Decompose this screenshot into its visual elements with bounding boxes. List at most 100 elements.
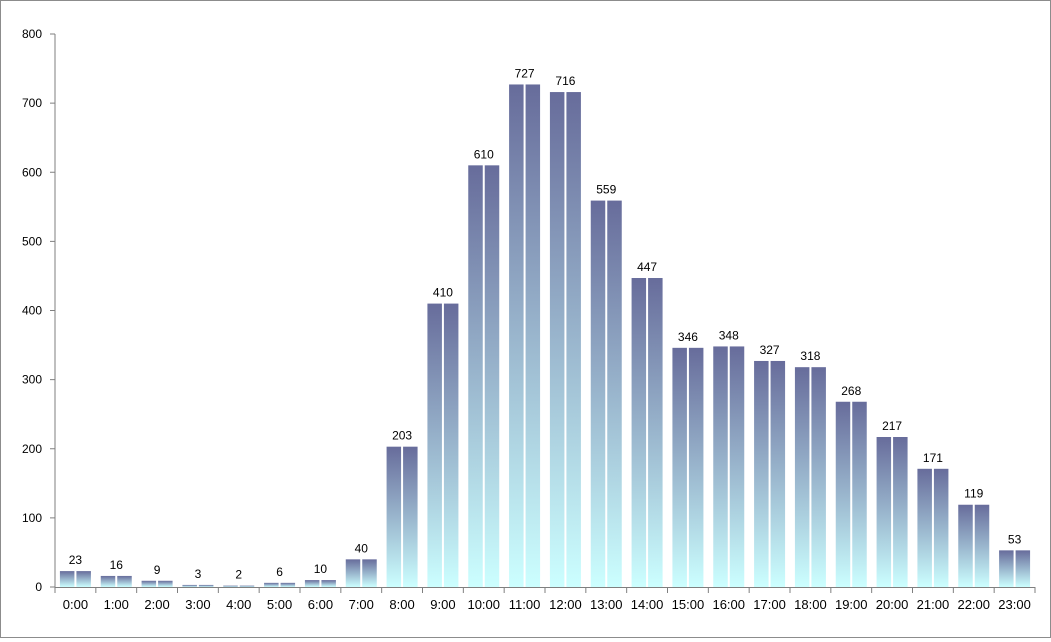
data-label-400: 2 (235, 568, 242, 582)
x-tick-label-2000: 20:00 (876, 597, 909, 612)
bar-2100-series-2 (933, 468, 949, 587)
x-tick-label-800: 8:00 (389, 597, 414, 612)
bar-1300-series-1 (590, 200, 606, 587)
x-tick-label-2100: 21:00 (917, 597, 950, 612)
bar-1500-series-1 (672, 347, 687, 587)
bar-1300-series-2 (607, 200, 622, 587)
x-tick-label-1700: 17:00 (753, 597, 786, 612)
bar-2200-series-2 (974, 504, 990, 587)
data-label-500: 6 (276, 565, 283, 579)
bar-1000-series-2 (484, 165, 500, 587)
bar-1200-series-2 (566, 92, 581, 587)
x-tick-label-1600: 16:00 (712, 597, 745, 612)
bar-2200-series-1 (958, 504, 973, 587)
bar-1000-series-1 (468, 165, 483, 587)
data-label-1200: 716 (555, 74, 575, 88)
bar-400-series-1 (223, 585, 238, 587)
bar-1800-series-2 (811, 367, 826, 587)
bar-100-series-2 (117, 575, 132, 587)
data-label-300: 3 (195, 567, 202, 581)
x-tick-label-900: 9:00 (430, 597, 455, 612)
bar-900-series-2 (443, 303, 459, 587)
x-tick-label-600: 6:00 (308, 597, 333, 612)
bar-2300-series-1 (999, 550, 1014, 587)
x-tick-label-700: 7:00 (349, 597, 374, 612)
x-tick-label-100: 1:00 (104, 597, 129, 612)
bar-400-series-2 (239, 585, 255, 587)
data-label-100: 16 (110, 558, 124, 572)
y-tick-label-600: 600 (22, 165, 42, 179)
data-label-1600: 348 (719, 328, 739, 342)
bar-1400-series-2 (648, 278, 663, 587)
x-tick-label-000: 0:00 (63, 597, 88, 612)
bar-300-series-2 (198, 584, 214, 587)
bar-1200-series-1 (549, 92, 565, 587)
bar-1600-series-1 (713, 346, 728, 587)
bar-200-series-2 (158, 580, 173, 587)
data-label-1400: 447 (637, 260, 657, 274)
bar-1700-series-1 (754, 360, 769, 587)
x-tick-label-1000: 10:00 (467, 597, 500, 612)
data-label-000: 23 (69, 553, 83, 567)
bar-200-series-1 (141, 580, 157, 587)
bar-2300-series-2 (1015, 550, 1031, 587)
data-label-700: 40 (355, 541, 369, 555)
data-label-1000: 610 (474, 147, 494, 161)
x-tick-label-1400: 14:00 (631, 597, 664, 612)
x-tick-label-1900: 19:00 (835, 597, 868, 612)
bar-000-series-1 (59, 571, 75, 587)
y-tick-label-800: 800 (22, 27, 42, 41)
x-tick-label-400: 4:00 (226, 597, 251, 612)
data-label-2100: 171 (923, 451, 943, 465)
x-tick-label-1100: 11:00 (509, 597, 541, 612)
x-tick-label-1800: 18:00 (794, 597, 827, 612)
bar-1400-series-1 (631, 278, 647, 587)
bar-1100-series-1 (509, 84, 524, 588)
x-tick-label-2200: 22:00 (957, 597, 990, 612)
bar-1900-series-1 (835, 401, 851, 587)
bar-2000-series-2 (893, 437, 908, 587)
bars-layer (59, 84, 1031, 588)
y-tick-label-700: 700 (22, 96, 42, 110)
bar-300-series-1 (182, 584, 197, 587)
data-label-1100: 727 (515, 66, 535, 80)
data-label-1500: 346 (678, 330, 698, 344)
bar-700-series-1 (345, 559, 361, 587)
bar-500-series-1 (264, 582, 279, 587)
data-label-1700: 327 (760, 343, 780, 357)
y-tick-label-300: 300 (22, 373, 42, 387)
x-tick-label-1300: 13:00 (590, 597, 623, 612)
data-label-600: 10 (314, 562, 328, 576)
bar-600-series-1 (304, 580, 320, 587)
data-label-900: 410 (433, 286, 453, 300)
bar-500-series-2 (280, 582, 296, 587)
bar-600-series-2 (321, 580, 336, 587)
y-tick-label-100: 100 (22, 511, 42, 525)
y-tick-label-200: 200 (22, 442, 42, 456)
data-label-1900: 268 (841, 384, 861, 398)
axes-layer (50, 33, 1036, 593)
bar-2000-series-1 (876, 437, 892, 587)
x-tick-label-200: 2:00 (144, 597, 169, 612)
bar-1600-series-2 (729, 346, 745, 587)
data-label-200: 9 (154, 563, 161, 577)
bar-1800-series-1 (794, 367, 810, 587)
bar-900-series-1 (427, 303, 442, 587)
data-label-2200: 119 (964, 487, 983, 501)
bar-800-series-1 (386, 446, 402, 587)
x-tick-label-1200: 12:00 (549, 597, 582, 612)
bar-1700-series-2 (770, 360, 786, 587)
x-tick-label-2300: 23:00 (998, 597, 1031, 612)
data-label-1300: 559 (596, 183, 616, 197)
bar-1500-series-2 (688, 347, 704, 587)
bar-100-series-1 (100, 575, 116, 587)
y-tick-label-0: 0 (35, 580, 42, 594)
bar-800-series-2 (403, 446, 418, 587)
x-tick-label-300: 3:00 (185, 597, 210, 612)
bar-1100-series-2 (525, 84, 541, 588)
bar-000-series-2 (76, 571, 91, 587)
data-label-2300: 53 (1008, 532, 1022, 546)
data-label-1800: 318 (800, 349, 820, 363)
